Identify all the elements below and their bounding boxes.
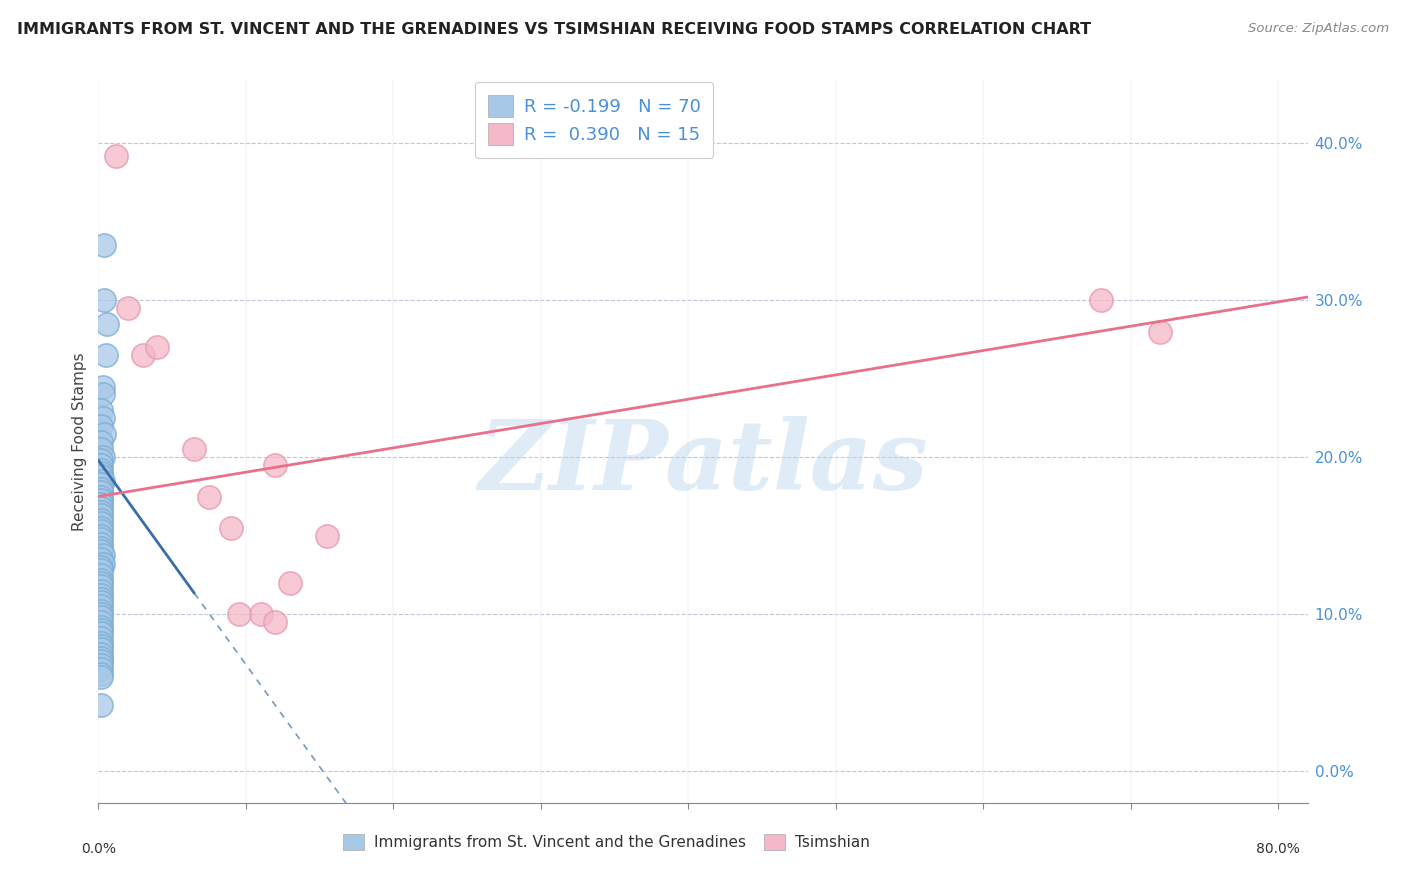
Point [90, 516, 112, 531]
Point [90, 544, 112, 558]
Point [90, 508, 112, 523]
Point [316, 529, 339, 543]
Point [94, 348, 117, 362]
Point [90, 647, 112, 661]
Point [117, 301, 139, 315]
Point [91, 557, 114, 571]
Point [90, 667, 112, 681]
Point [228, 607, 250, 622]
Point [90, 477, 112, 491]
Point [90, 589, 112, 603]
Point [90, 599, 112, 614]
Point [90, 651, 112, 665]
Point [90, 529, 112, 543]
Point [264, 615, 287, 630]
Point [90, 604, 112, 618]
Point [278, 575, 301, 590]
Point [91, 548, 114, 562]
Point [90, 532, 112, 546]
Point [90, 492, 112, 507]
Point [1090, 293, 1112, 308]
Point [90, 620, 112, 634]
Point [90, 623, 112, 637]
Point [90, 591, 112, 606]
Point [91, 474, 114, 488]
Point [90, 536, 112, 550]
Y-axis label: Receiving Food Stamps: Receiving Food Stamps [72, 352, 87, 531]
Point [264, 458, 287, 472]
Point [90, 484, 112, 499]
Point [90, 698, 112, 713]
Text: 0.0%: 0.0% [82, 842, 115, 856]
Point [131, 348, 153, 362]
Point [90, 626, 112, 640]
Point [90, 466, 112, 480]
Point [90, 575, 112, 590]
Point [91, 411, 114, 425]
Point [90, 541, 112, 556]
Point [93, 238, 115, 252]
Point [90, 505, 112, 519]
Point [90, 639, 112, 653]
Text: ZIPatlas: ZIPatlas [478, 417, 928, 510]
Point [90, 573, 112, 587]
Point [198, 490, 221, 504]
Text: IMMIGRANTS FROM ST. VINCENT AND THE GRENADINES VS TSIMSHIAN RECEIVING FOOD STAMP: IMMIGRANTS FROM ST. VINCENT AND THE GREN… [17, 22, 1091, 37]
Text: 80.0%: 80.0% [1256, 842, 1301, 856]
Point [90, 631, 112, 645]
Point [183, 442, 205, 457]
Point [90, 418, 112, 433]
Point [219, 521, 242, 535]
Point [96, 317, 118, 331]
Text: Source: ZipAtlas.com: Source: ZipAtlas.com [1249, 22, 1389, 36]
Point [91, 379, 114, 393]
Point [90, 434, 112, 449]
Point [90, 657, 112, 672]
Point [90, 458, 112, 472]
Point [90, 497, 112, 511]
Point [90, 662, 112, 676]
Point [90, 463, 112, 477]
Point [90, 524, 112, 538]
Point [90, 568, 112, 582]
Point [90, 442, 112, 457]
Point [90, 482, 112, 496]
Point [90, 607, 112, 622]
Point [90, 500, 112, 515]
Point [90, 490, 112, 504]
Point [90, 583, 112, 598]
Point [90, 615, 112, 630]
Point [93, 293, 115, 308]
Point [91, 450, 114, 465]
Point [90, 453, 112, 467]
Point [90, 469, 112, 483]
Point [249, 607, 271, 622]
Point [90, 552, 112, 566]
Point [90, 521, 112, 535]
Point [90, 513, 112, 527]
Point [90, 670, 112, 684]
Point [91, 387, 114, 401]
Point [90, 635, 112, 649]
Legend: Immigrants from St. Vincent and the Grenadines, Tsimshian: Immigrants from St. Vincent and the Gren… [337, 829, 876, 856]
Point [90, 560, 112, 574]
Point [90, 610, 112, 624]
Point [90, 655, 112, 669]
Point [93, 426, 115, 441]
Point [90, 595, 112, 609]
Point [146, 340, 169, 354]
Point [1149, 325, 1171, 339]
Point [90, 563, 112, 577]
Point [105, 149, 128, 163]
Point [90, 403, 112, 417]
Point [90, 579, 112, 593]
Point [90, 641, 112, 656]
